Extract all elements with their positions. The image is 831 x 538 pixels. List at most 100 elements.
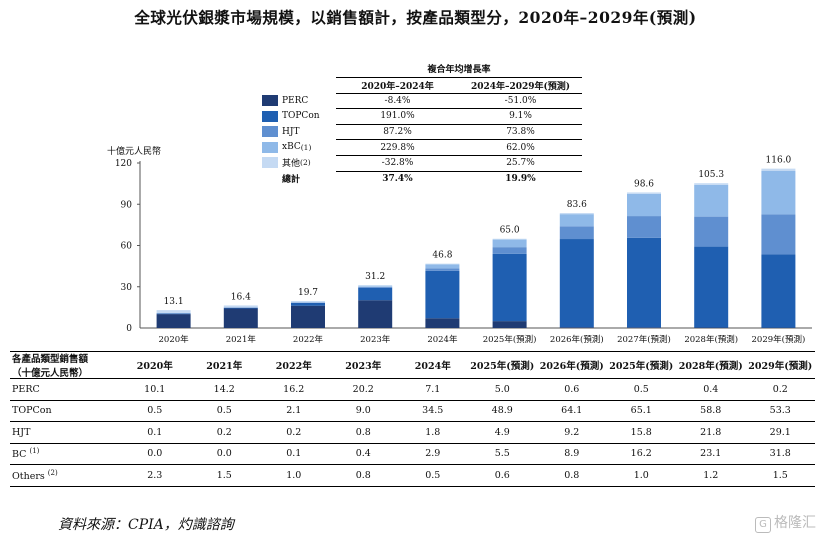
table-row-label: HJT xyxy=(10,427,120,438)
legend-item-hjt: HJT xyxy=(262,124,320,140)
table-cell: 0.2 xyxy=(216,426,232,438)
table-cell: 1.0 xyxy=(286,469,302,481)
bar-segment-xbc xyxy=(694,184,729,217)
table-header-label-line2: （十億元人民幣） xyxy=(12,368,89,379)
legend-label: xBC xyxy=(282,142,301,153)
cagr-col1-header: 2020年–2024年 xyxy=(361,81,434,92)
cagr-row: 87.2% 73.8% xyxy=(336,125,582,141)
table-cell: 0.1 xyxy=(147,426,163,438)
table-cell: 0.5 xyxy=(425,469,441,481)
bar-segment-perc xyxy=(223,308,258,328)
cagr-table: 複合年均增長率 2020年–2024年 2024年–2029年(預測) -8.4… xyxy=(336,62,582,186)
bar-segment-others xyxy=(156,310,191,314)
row-footnote: (1) xyxy=(29,447,40,456)
cagr-value: -8.4% xyxy=(384,95,411,106)
legend-item-perc: PERC xyxy=(262,93,320,109)
bar-segment-others xyxy=(627,192,661,194)
table-cell: 31.8 xyxy=(769,448,791,460)
table-cell: 0.5 xyxy=(147,405,163,417)
bar-segment-perc xyxy=(492,321,527,328)
legend-footnote: (2) xyxy=(300,158,311,168)
row-label-text: Others xyxy=(12,470,45,482)
legend-item-xbc: xBC (1) xyxy=(262,140,320,156)
legend-swatch xyxy=(262,141,278,153)
cagr-row: 229.8% 62.0% xyxy=(336,140,582,156)
y-tick-label: 30 xyxy=(121,283,133,293)
table-cell: 16.2 xyxy=(630,448,652,460)
legend-item-topcon: TOPCon xyxy=(262,109,320,125)
table-header-label: 各產品類型銷售額 （十億元人民幣） xyxy=(10,351,120,379)
table-col-header: 2023年 xyxy=(345,361,382,372)
table-cell: 0.1 xyxy=(286,448,302,460)
table-cell: 5.0 xyxy=(494,383,510,395)
chart-title: 全球光伏銀漿市場規模，以銷售額計，按產品類型分，2020年–2029年(預測) xyxy=(134,8,697,27)
table-header-label-line1: 各產品類型銷售額 xyxy=(12,354,89,365)
table-col-header: 2026年(預測) xyxy=(539,361,604,372)
table-cell: 0.2 xyxy=(772,383,788,395)
bar-segment-perc xyxy=(358,300,393,328)
table-cell: 0.2 xyxy=(286,426,302,438)
table-cell: 58.8 xyxy=(700,405,722,417)
table-cell: 64.1 xyxy=(561,405,583,417)
cagr-row: -32.8% 25.7% xyxy=(336,156,582,172)
table-cell: 0.4 xyxy=(703,383,719,395)
bar-total-label: 13.1 xyxy=(164,297,184,307)
cagr-value: -32.8% xyxy=(381,158,414,169)
legend-label: TOPCon xyxy=(282,111,320,122)
table-row-label: BC (1) xyxy=(10,447,120,460)
table-header-row: 各產品類型銷售額 （十億元人民幣） 2020年 2021年 2022年 2023… xyxy=(10,351,815,379)
bar-segment-hjt xyxy=(627,216,661,238)
table-cell: 1.0 xyxy=(633,469,649,481)
bar-segment-topcon xyxy=(627,237,661,328)
table-col-header: 2021年 xyxy=(206,361,243,372)
y-tick-label: 120 xyxy=(115,159,132,169)
x-tick-label: 2022年 xyxy=(293,334,324,345)
table-cell: 0.4 xyxy=(355,448,371,460)
bar-total-label: 16.4 xyxy=(231,292,251,302)
bar-total-label: 19.7 xyxy=(298,288,318,298)
row-label-text: BC xyxy=(12,449,27,461)
bar-chart: 0 30 60 90 120 13.1 2020年 16.4 2021年 19.7 2022年 31.… xyxy=(115,156,812,345)
cagr-value: 37.4% xyxy=(382,173,413,184)
bar-segment-hjt xyxy=(425,268,460,271)
cagr-value: 191.0% xyxy=(380,111,415,122)
bar-segment-topcon xyxy=(156,313,191,315)
table-cell: 5.5 xyxy=(494,448,510,460)
bar-segment-xbc xyxy=(358,286,393,287)
row-label-text: PERC xyxy=(12,383,40,395)
bar-segment-topcon xyxy=(291,302,325,306)
table-cell: 20.2 xyxy=(352,383,374,395)
table-cell: 0.8 xyxy=(355,469,371,481)
legend-label: HJT xyxy=(282,126,300,137)
table-col-header: 2028年(預測) xyxy=(678,361,743,372)
table-cell: 1.2 xyxy=(703,469,719,481)
table-cell: 9.0 xyxy=(355,405,371,417)
bar-segment-others xyxy=(694,183,729,185)
legend: PERC TOPCon HJT xBC (1) 其他 (2) 總計 xyxy=(262,93,320,186)
bar-segment-hjt xyxy=(559,226,594,240)
table-cell: 2.1 xyxy=(286,405,302,417)
table-cell: 8.9 xyxy=(564,448,580,460)
cagr-total-row: 37.4% 19.9% xyxy=(336,172,582,187)
bar-segment-perc xyxy=(291,305,325,328)
cagr-value: 19.9% xyxy=(505,173,536,184)
table-col-header: 2022年 xyxy=(275,361,312,372)
bar-segment-xbc xyxy=(559,214,594,227)
bar-segment-hjt xyxy=(761,214,796,255)
table-row: BC (1) 0.0 0.0 0.1 0.4 2.9 5.5 8.9 16.2 23.1 31.8 xyxy=(10,444,815,465)
table-row-label: Others (2) xyxy=(10,469,120,482)
table-cell: 4.9 xyxy=(494,426,510,438)
bar-segment-xbc xyxy=(425,264,460,269)
table-cell: 0.6 xyxy=(564,383,580,395)
row-footnote: (2) xyxy=(47,468,58,477)
table-col-header: 2025年(預測) xyxy=(470,361,535,372)
table-cell: 2.9 xyxy=(425,448,441,460)
table-cell: 48.9 xyxy=(491,405,513,417)
bar-segment-hjt xyxy=(694,216,729,247)
table-cell: 16.2 xyxy=(283,383,305,395)
table-cell: 2.3 xyxy=(147,469,163,481)
x-tick-label: 2021年 xyxy=(226,334,257,345)
table-cell: 0.0 xyxy=(216,448,232,460)
bar-segment-others xyxy=(559,213,594,215)
table-row: TOPCon 0.5 0.5 2.1 9.0 34.5 48.9 64.1 65.1 58.8 53… xyxy=(10,401,815,422)
